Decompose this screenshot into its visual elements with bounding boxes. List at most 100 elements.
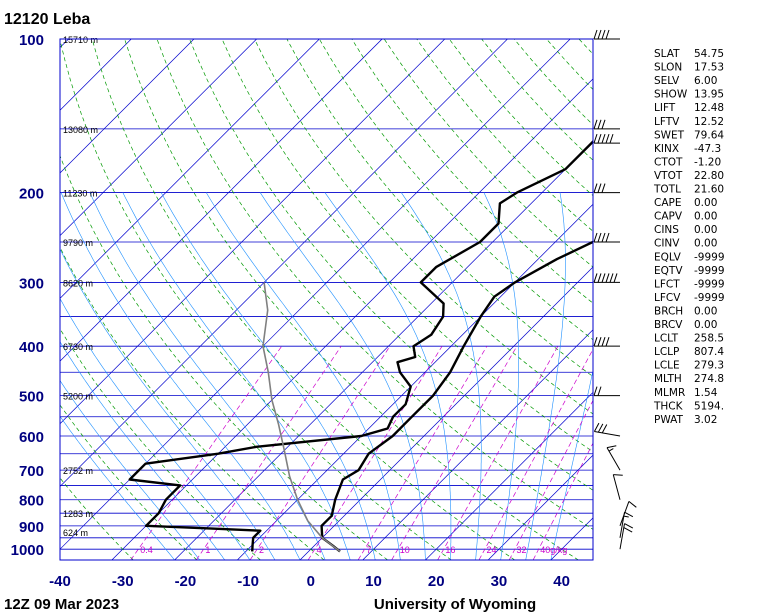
mixing-ratio-labels: 0.4 1 2 4 7 10 16 24 32 40g/kg <box>140 545 567 555</box>
mixing-ratio-label: 32 <box>517 545 527 555</box>
isotherm-line <box>111 78 593 560</box>
wind-barbs <box>593 29 637 550</box>
chart-title: 12120 Leba <box>4 11 90 28</box>
wind-barb-flag <box>601 337 606 347</box>
moist-adiabat-line <box>60 297 251 560</box>
wind-barb-flag <box>593 133 598 144</box>
index-value: -9999 <box>694 265 725 277</box>
dry-adiabat-line <box>60 154 388 560</box>
wind-barb <box>606 445 621 471</box>
isotherm-line <box>0 39 6 560</box>
wind-barb-flag <box>623 527 633 533</box>
x-tick-label: 0 <box>307 573 315 590</box>
wind-barb-flag <box>609 133 614 144</box>
wind-barb-shaft <box>619 512 626 538</box>
wind-barb-flag <box>601 133 606 144</box>
dry-adiabat-line <box>513 39 593 126</box>
height-label: 2752 m <box>63 466 93 476</box>
mixing-ratio-line <box>307 346 443 560</box>
moist-adiabat-line <box>60 415 175 560</box>
wind-barb-flag <box>605 232 610 243</box>
height-label: 8620 m <box>63 278 93 288</box>
index-value: 22.80 <box>694 170 724 182</box>
y-tick-label: 300 <box>19 275 44 292</box>
dry-adiabat-line <box>60 477 134 560</box>
y-tick-label: 1000 <box>11 542 44 559</box>
isotherm-line <box>60 39 446 425</box>
dry-adiabat-line <box>60 246 325 560</box>
y-tick-label: 100 <box>19 32 44 49</box>
wind-barb <box>619 511 634 538</box>
index-value: 0.00 <box>694 319 717 331</box>
dry-adiabat-line <box>91 39 515 560</box>
stability-indices: SLAT 54.75 SLON 17.53 SELV 6.00 SHOW 13.95 LIFT 1… <box>653 48 725 426</box>
index-value: 274.8 <box>694 373 724 385</box>
profile-series-1 <box>320 240 593 553</box>
wind-barb <box>619 523 634 550</box>
index-value: -9999 <box>694 278 725 290</box>
index-value: 279.3 <box>694 360 724 372</box>
mixing-ratio-line <box>478 348 593 560</box>
isotherm-line <box>60 39 69 49</box>
grid-lines <box>0 39 593 560</box>
moist-adiabat-line <box>60 248 276 560</box>
index-key: EQTV <box>654 265 683 277</box>
moist-adiabat-line <box>60 192 301 560</box>
index-key: MLMR <box>654 387 685 399</box>
mixing-ratio-label: 0.4 <box>140 545 153 555</box>
x-tick-label: 30 <box>491 573 508 590</box>
mixing-ratio-line <box>357 346 488 560</box>
mixing-ratio-line <box>532 442 593 560</box>
index-key: SHOW <box>654 89 688 101</box>
index-key: CINS <box>654 224 679 236</box>
mixing-ratio-line <box>249 346 391 560</box>
wind-barb-flag <box>593 232 598 243</box>
wind-barb-flag <box>605 29 610 40</box>
wind-barb-flag <box>605 337 610 347</box>
wind-barb-flag <box>601 232 606 243</box>
y-tick-label: 500 <box>19 389 44 406</box>
mixing-ratio-line <box>196 346 342 560</box>
index-value: 12.52 <box>694 116 724 128</box>
isotherm-line <box>425 391 593 560</box>
index-value: 21.60 <box>694 184 724 196</box>
moist-adiabat-line <box>206 192 401 560</box>
height-label: 11230 m <box>63 189 97 199</box>
height-label: 1283 m <box>63 509 93 519</box>
index-key: LFCV <box>654 292 681 304</box>
index-value: 0.00 <box>694 305 717 317</box>
x-tick-labels: -40 -30 -20 -10 0 10 20 30 40 <box>49 573 570 590</box>
wind-barb-flag <box>628 501 637 508</box>
wind-barb <box>593 29 620 40</box>
wind-barb-flag <box>623 515 629 518</box>
isotherm-line <box>487 454 593 560</box>
index-key: LFTV <box>654 116 680 128</box>
profile-series-2 <box>128 139 593 552</box>
x-tick-label: 10 <box>365 573 382 590</box>
index-value: 0.00 <box>694 197 717 209</box>
mixing-ratio-label: 16 <box>445 545 455 555</box>
index-key: LFCT <box>654 278 680 290</box>
index-value: 5194. <box>694 400 724 412</box>
isotherm-line <box>60 39 383 362</box>
index-key: VTOT <box>654 170 683 182</box>
wind-barb-flag <box>624 523 634 529</box>
index-key: SLON <box>654 62 682 74</box>
profile-series-3 <box>262 282 341 553</box>
dry-adiabat-line <box>383 39 593 268</box>
isotherm-line <box>60 39 508 487</box>
wind-barb <box>593 273 620 283</box>
y-tick-labels: 100 200 300 400 500 600 700 800 900 1000 <box>11 32 44 559</box>
index-key: LCLT <box>654 333 679 345</box>
dry-adiabat-line <box>254 39 593 415</box>
height-labels: 15710 m 13080 m 11230 m 9790 m 8620 m 6730 m 5… <box>63 35 98 538</box>
isotherm-line <box>60 39 257 237</box>
x-tick-label: -20 <box>175 573 197 590</box>
wind-barb-shaft <box>612 474 621 500</box>
height-label: 624 m <box>63 528 88 538</box>
x-tick-label: 40 <box>553 573 570 590</box>
height-label: 6730 m <box>63 342 93 352</box>
mixing-ratio-label: 4 <box>317 545 322 555</box>
index-value: 1.54 <box>694 387 718 399</box>
isotherm-line <box>362 329 593 560</box>
